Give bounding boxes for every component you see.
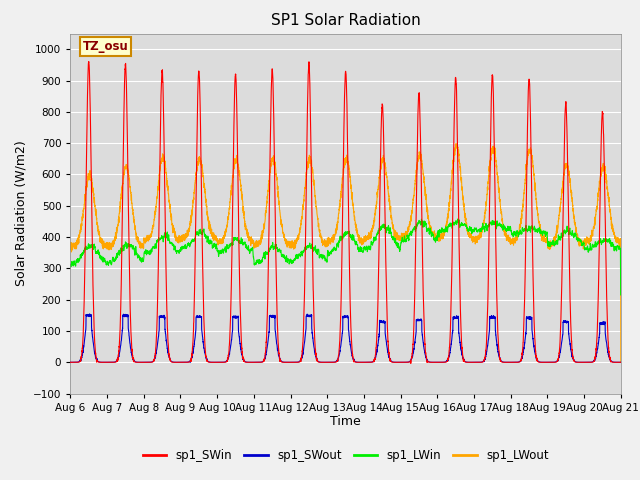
Legend: sp1_SWin, sp1_SWout, sp1_LWin, sp1_LWout: sp1_SWin, sp1_SWout, sp1_LWin, sp1_LWout (138, 444, 554, 467)
X-axis label: Time: Time (330, 415, 361, 429)
Title: SP1 Solar Radiation: SP1 Solar Radiation (271, 13, 420, 28)
Y-axis label: Solar Radiation (W/m2): Solar Radiation (W/m2) (15, 141, 28, 287)
Text: TZ_osu: TZ_osu (83, 40, 128, 53)
